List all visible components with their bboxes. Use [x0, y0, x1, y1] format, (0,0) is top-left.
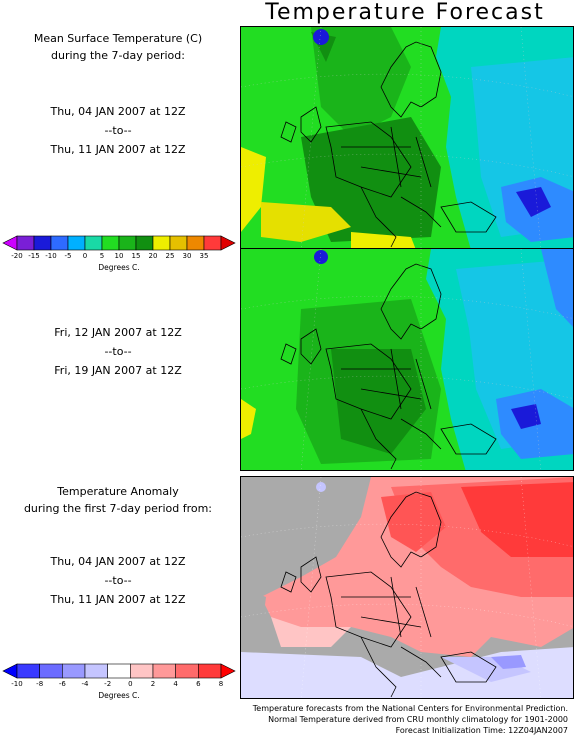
anomaly-colorbar-swatch [198, 663, 222, 679]
footer-line-init-time: Forecast Initialization Time: 12Z04JAN20… [395, 726, 568, 735]
week2-temperature-map [240, 248, 574, 471]
anomaly-colorbar-swatch [107, 663, 131, 679]
temperature-colorbar-swatch [186, 235, 205, 251]
footer-line-ncep: Temperature forecasts from the National … [252, 704, 568, 713]
anomaly-colorbar-tick-label: -10 [11, 680, 23, 688]
temperature-colorbar-high-triangle [220, 235, 236, 251]
anomaly-colorbar-unit: Degrees C. [98, 691, 140, 700]
anomaly-colorbar-swatch [39, 663, 63, 679]
page-title: Temperature Forecast [265, 0, 545, 25]
anomaly-colorbar-swatch [130, 663, 154, 679]
temperature-colorbar: -20 -15 -10 -5 0 5 10 15 20 25 30 35 Degrees C. [2, 235, 236, 272]
temperature-colorbar-tick-label: -5 [64, 252, 72, 260]
anomaly-colorbar-swatch [84, 663, 108, 679]
temperature-colorbar-swatch [152, 235, 171, 251]
temperature-colorbar-swatch [135, 235, 154, 251]
panel2-start-date: Fri, 12 JAN 2007 at 12Z [54, 326, 182, 339]
anomaly-colorbar: -10-8-6-4-20246810 Degrees C. [2, 663, 248, 700]
panel3-to-label: --to-- [104, 574, 132, 587]
temperature-colorbar-swatch [84, 235, 103, 251]
temperature-colorbar-swatch [118, 235, 137, 251]
temperature-colorbar-swatches [2, 235, 236, 251]
temperature-colorbar-tick-label: 20 [148, 252, 158, 260]
anomaly-colorbar-swatch [16, 663, 40, 679]
anomaly-colorbar-tick-label: 8 [218, 680, 224, 688]
temperature-anomaly-map [240, 476, 574, 699]
panel3-end-date: Thu, 11 JAN 2007 at 12Z [50, 593, 186, 606]
anomaly-colorbar-tick-label: -8 [36, 680, 44, 688]
temperature-colorbar-swatch [16, 235, 35, 251]
anomaly-colorbar-tick-label: 4 [173, 680, 178, 688]
anomaly-colorbar-tick-label: -2 [104, 680, 112, 688]
temperature-colorbar-tick-label: -20 [11, 252, 23, 260]
panel3-dates: Thu, 04 JAN 2007 at 12Z --to-- Thu, 11 J… [0, 553, 236, 608]
temperature-colorbar-tick-label: 0 [82, 252, 88, 260]
temperature-colorbar-ticks: -20 -15 -10 -5 0 5 10 15 20 25 30 35 [3, 252, 235, 264]
panel1-heading-line2: during the 7-day period: [51, 49, 185, 62]
week1-temperature-map [240, 26, 574, 249]
temperature-colorbar-swatch [101, 235, 120, 251]
panel2-dates: Fri, 12 JAN 2007 at 12Z --to-- Fri, 19 J… [0, 324, 236, 379]
anomaly-colorbar-tick-label: -6 [58, 680, 66, 688]
temperature-colorbar-tick-label: 30 [182, 252, 192, 260]
panel1-heading-line1: Mean Surface Temperature (C) [33, 32, 203, 45]
temperature-colorbar-tick-label: 5 [99, 252, 105, 260]
temperature-colorbar-swatch [50, 235, 69, 251]
anomaly-colorbar-swatch [152, 663, 176, 679]
panel2-end-date: Fri, 19 JAN 2007 at 12Z [54, 364, 182, 377]
panel1-end-date: Thu, 11 JAN 2007 at 12Z [50, 143, 186, 156]
panel3-heading-line1: Temperature Anomaly [57, 485, 179, 498]
panel1-heading: Mean Surface Temperature (C) during the … [0, 30, 236, 64]
temperature-colorbar-unit: Degrees C. [98, 263, 140, 272]
anomaly-colorbar-tick-label: -4 [81, 680, 89, 688]
panel3-start-date: Thu, 04 JAN 2007 at 12Z [50, 555, 186, 568]
temperature-colorbar-tick-label: 10 [114, 252, 124, 260]
temperature-colorbar-tick-label: -10 [45, 252, 57, 260]
anomaly-colorbar-tick-label: 0 [128, 680, 133, 688]
anomaly-colorbar-low-triangle [2, 663, 18, 679]
anomaly-colorbar-swatch [62, 663, 86, 679]
temperature-colorbar-tick-label: -15 [28, 252, 40, 260]
panel1-start-date: Thu, 04 JAN 2007 at 12Z [50, 105, 186, 118]
temperature-colorbar-tick-label: 15 [131, 252, 141, 260]
temperature-colorbar-swatch [169, 235, 188, 251]
temperature-colorbar-tick-label: 25 [165, 252, 175, 260]
temperature-colorbar-swatch [33, 235, 52, 251]
panel3-heading-line2: during the first 7-day period from: [23, 502, 213, 515]
anomaly-colorbar-high-triangle [220, 663, 236, 679]
footer-line-climatology: Normal Temperature derived from CRU mont… [268, 715, 568, 724]
panel1-dates: Thu, 04 JAN 2007 at 12Z --to-- Thu, 11 J… [0, 103, 236, 158]
anomaly-colorbar-swatch [175, 663, 199, 679]
panel3-heading: Temperature Anomaly during the first 7-d… [0, 483, 236, 517]
anomaly-colorbar-tick-label: 2 [150, 680, 156, 688]
temperature-colorbar-low-triangle [2, 235, 18, 251]
temperature-colorbar-swatch [67, 235, 86, 251]
anomaly-colorbar-tick-label: 6 [196, 680, 201, 688]
temperature-colorbar-tick-label: 35 [199, 252, 209, 260]
panel1-to-label: --to-- [104, 124, 132, 137]
anomaly-colorbar-swatches [2, 663, 236, 679]
temperature-colorbar-swatch [203, 235, 222, 251]
panel2-to-label: --to-- [104, 345, 132, 358]
footer-credits: Temperature forecasts from the National … [188, 703, 568, 736]
